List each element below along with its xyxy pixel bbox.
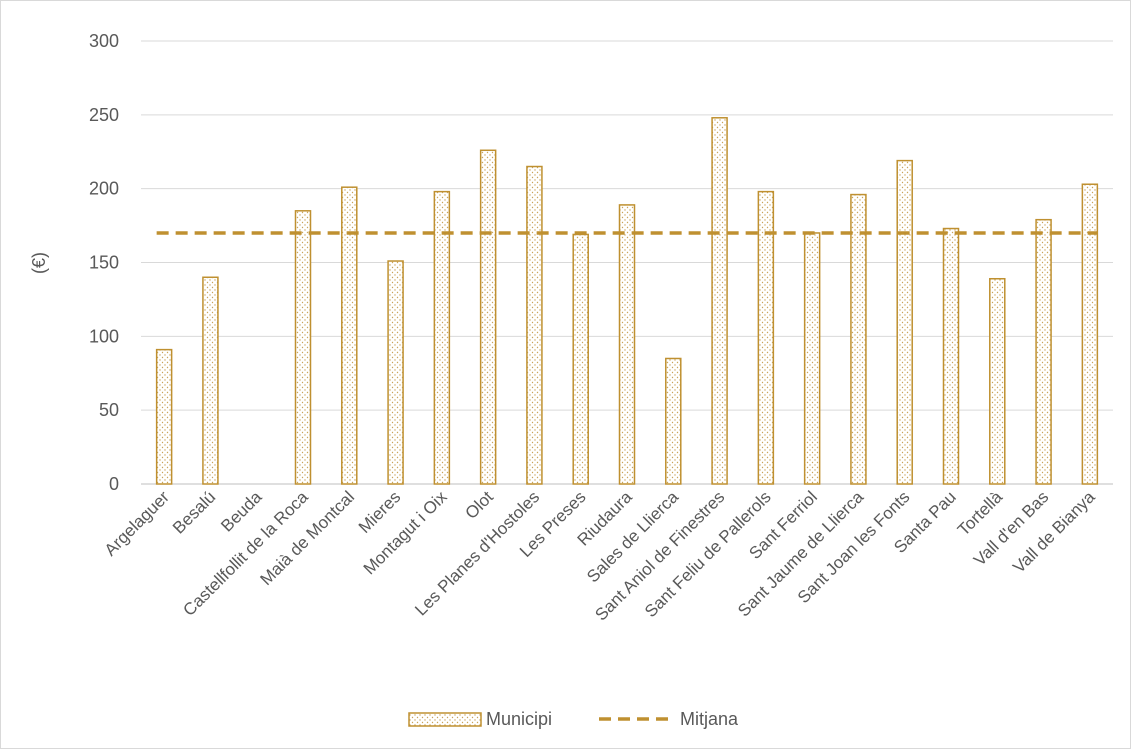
bar-municipi xyxy=(479,149,497,485)
y-tick-label: 150 xyxy=(89,253,119,273)
bar-municipi xyxy=(572,233,589,485)
y-axis-ticks: 0 50 100 150 200 250 300 xyxy=(89,31,119,494)
x-tick-label: Olot xyxy=(461,487,497,523)
legend: Municipi Mitjana xyxy=(408,709,739,729)
x-tick-label: Vall de Bianya xyxy=(1009,487,1099,577)
y-tick-label: 0 xyxy=(109,474,119,494)
bar-municipi xyxy=(1081,183,1099,485)
y-tick-label: 300 xyxy=(89,31,119,51)
bar-municipi xyxy=(757,190,775,485)
bar-municipi xyxy=(1035,218,1052,485)
bar-municipi xyxy=(618,204,636,485)
y-tick-label: 100 xyxy=(89,326,119,346)
x-tick-label: Besalú xyxy=(169,487,219,537)
bars xyxy=(155,117,1099,485)
bar-municipi xyxy=(155,348,173,485)
bar-municipi xyxy=(850,193,867,485)
y-axis-label: (€) xyxy=(29,252,49,274)
bar-municipi xyxy=(202,276,219,485)
y-tick-label: 250 xyxy=(89,105,119,125)
bar-municipi xyxy=(803,232,821,485)
bar-municipi xyxy=(665,357,682,485)
legend-swatch-municipi xyxy=(408,712,482,727)
x-tick-label: Montagut i Oix xyxy=(360,487,451,578)
bar-municipi xyxy=(294,210,312,485)
legend-label-mitjana: Mitjana xyxy=(680,709,739,729)
y-tick-label: 200 xyxy=(89,179,119,199)
bar-municipi xyxy=(896,159,913,485)
bar-municipi xyxy=(341,186,358,485)
bar-municipi xyxy=(989,277,1006,485)
y-tick-label: 50 xyxy=(99,400,119,420)
bar-municipi xyxy=(526,165,543,485)
bar-municipi xyxy=(711,117,728,485)
bar-municipi xyxy=(942,227,960,485)
x-tick-label: Argelaguer xyxy=(101,487,173,559)
bar-municipi xyxy=(387,260,404,485)
bar-municipi xyxy=(433,190,451,485)
legend-label-municipi: Municipi xyxy=(486,709,552,729)
